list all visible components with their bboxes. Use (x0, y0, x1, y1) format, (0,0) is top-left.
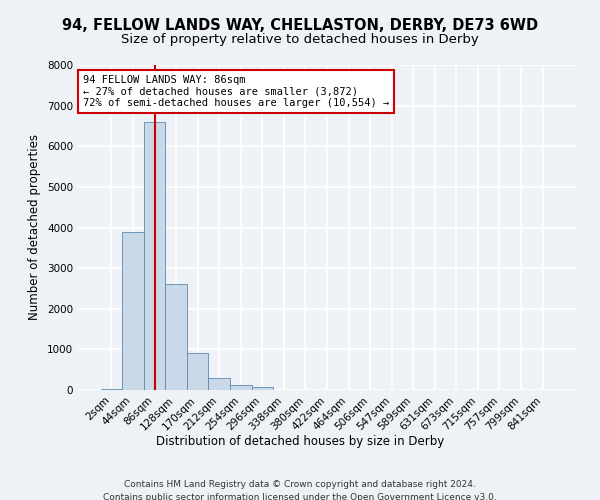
Bar (166, 284, 187, 390)
Bar (144, 122, 166, 390)
Bar (122, 232, 144, 390)
Text: Size of property relative to detached houses in Derby: Size of property relative to detached ho… (121, 32, 479, 46)
Text: 94, FELLOW LANDS WAY, CHELLASTON, DERBY, DE73 6WD: 94, FELLOW LANDS WAY, CHELLASTON, DERBY,… (62, 18, 538, 32)
Text: 94 FELLOW LANDS WAY: 86sqm
← 27% of detached houses are smaller (3,872)
72% of s: 94 FELLOW LANDS WAY: 86sqm ← 27% of deta… (83, 74, 389, 108)
Text: Contains public sector information licensed under the Open Government Licence v3: Contains public sector information licen… (103, 492, 497, 500)
Bar (230, 384, 251, 390)
Bar (187, 354, 208, 390)
Bar (251, 387, 273, 390)
Text: Distribution of detached houses by size in Derby: Distribution of detached houses by size … (156, 435, 444, 448)
Bar (101, 389, 122, 390)
Y-axis label: Number of detached properties: Number of detached properties (28, 134, 41, 320)
Bar (208, 378, 230, 390)
Text: Contains HM Land Registry data © Crown copyright and database right 2024.: Contains HM Land Registry data © Crown c… (124, 480, 476, 489)
